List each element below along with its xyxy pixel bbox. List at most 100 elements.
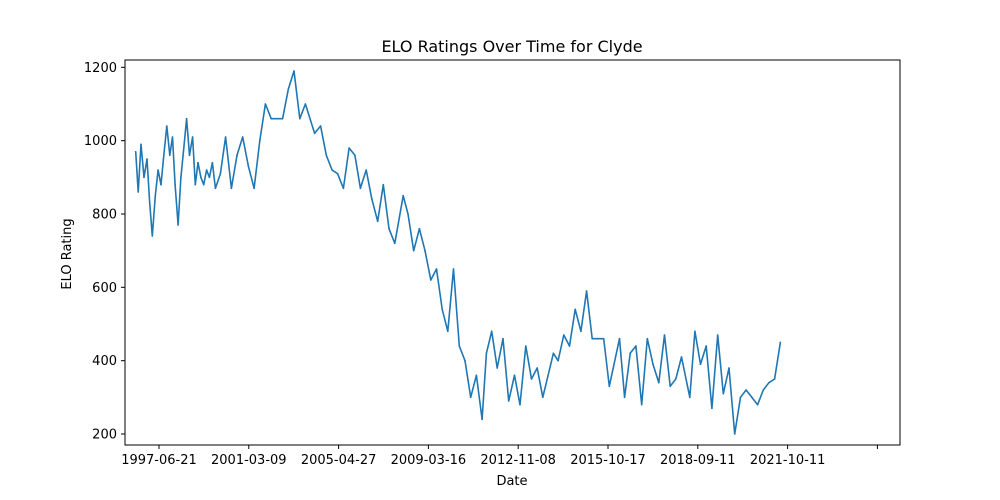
data-point [675, 378, 677, 380]
data-point [490, 330, 493, 333]
data-point [699, 363, 702, 366]
data-point [236, 154, 238, 157]
axes-frame [124, 59, 901, 446]
y-tick-label: 1200 [84, 61, 117, 76]
data-point [219, 172, 222, 175]
data-point [194, 183, 197, 186]
x-tick-label: 2015-10-17 [570, 453, 646, 468]
data-point [519, 403, 521, 406]
chart-title: ELO Ratings Over Time for Clyde [381, 37, 642, 56]
data-point [663, 334, 666, 336]
x-tick-label: 2001-03-09 [211, 453, 287, 468]
data-point [768, 381, 770, 384]
data-point [756, 403, 759, 406]
data-point [669, 385, 671, 388]
y-tick-label: 200 [92, 428, 117, 443]
data-point [188, 154, 191, 157]
data-point [304, 103, 307, 105]
data-point [452, 268, 455, 270]
data-point [169, 154, 171, 157]
data-point [148, 202, 151, 204]
data-point [429, 279, 432, 281]
data-point [585, 290, 588, 292]
data-point [143, 176, 145, 179]
data-point [716, 334, 719, 336]
data-point [441, 308, 443, 311]
data-point [728, 367, 730, 369]
data-point [359, 187, 362, 190]
data-point [751, 396, 753, 399]
data-point [371, 198, 373, 201]
data-point [382, 183, 385, 186]
data-point [745, 389, 747, 391]
data-point [319, 125, 322, 127]
data-point [513, 374, 516, 377]
y-tick-label: 1000 [84, 134, 117, 149]
data-point [253, 187, 255, 190]
data-point [591, 337, 594, 340]
data-point [530, 378, 533, 380]
data-point [657, 381, 660, 384]
data-point [197, 161, 199, 164]
data-point [393, 242, 396, 245]
data-point [313, 132, 316, 135]
data-point [247, 165, 250, 168]
data-point [694, 330, 696, 333]
y-axis-label: ELO Rating [60, 218, 75, 289]
data-point [287, 88, 290, 91]
x-tick-label: 1997-06-21 [121, 453, 197, 468]
data-point [739, 396, 742, 399]
data-point [464, 359, 466, 362]
data-point [481, 418, 483, 421]
data-point [557, 359, 559, 362]
data-point [376, 220, 379, 223]
data-point [200, 176, 202, 179]
data-point [646, 337, 649, 340]
y-tick-label: 400 [92, 354, 117, 369]
x-tick-label: 2005-04-27 [301, 453, 377, 468]
data-point [705, 345, 708, 347]
series-line-0 [134, 70, 782, 435]
data-point [602, 337, 605, 340]
data-point [580, 330, 582, 333]
data-point [623, 396, 626, 399]
data-point [151, 235, 154, 237]
data-point [241, 136, 244, 138]
data-point [388, 227, 390, 230]
data-point [597, 337, 599, 340]
data-point [402, 194, 404, 197]
data-point [733, 433, 736, 435]
data-point [635, 345, 637, 347]
data-point [524, 345, 527, 347]
data-point [342, 187, 345, 190]
data-point [652, 363, 654, 366]
data-point [171, 136, 174, 138]
data-point [146, 158, 148, 160]
data-point [435, 268, 438, 270]
data-point [618, 337, 621, 340]
data-point [680, 356, 683, 358]
data-point [157, 169, 159, 171]
x-tick-label: 2018-09-11 [660, 453, 736, 468]
data-point [475, 374, 478, 377]
data-point [688, 396, 691, 399]
data-point [191, 136, 194, 138]
data-point [542, 396, 544, 399]
data-point [276, 117, 278, 120]
data-point [502, 337, 504, 340]
x-axis-label: Date [496, 474, 527, 489]
data-point [182, 147, 185, 149]
data-point [469, 396, 472, 399]
x-tick-label: 2009-03-16 [391, 453, 467, 468]
data-point [336, 172, 339, 175]
data-point [608, 385, 611, 388]
data-point [536, 367, 539, 369]
data-point [281, 117, 284, 120]
data-point [264, 103, 267, 105]
data-point [211, 161, 214, 164]
data-point [270, 117, 272, 120]
data-point [779, 341, 782, 344]
data-point [418, 227, 421, 230]
plot-layer [134, 70, 782, 435]
